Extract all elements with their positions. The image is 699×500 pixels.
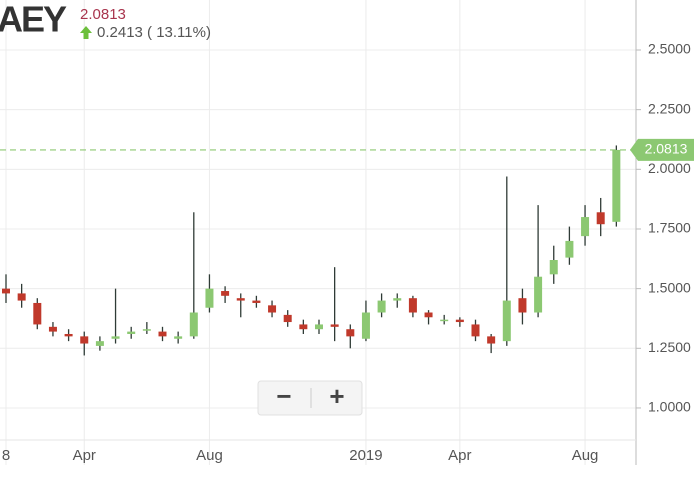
candle-body [534, 276, 543, 313]
candle-body [612, 149, 621, 222]
y-tick-label: 2.5000 [648, 41, 691, 57]
candle-body [174, 336, 183, 339]
symbol: AEY [0, 0, 67, 40]
candle-body [142, 329, 151, 331]
y-tick-label: 1.2500 [648, 339, 691, 355]
candle-body [299, 324, 308, 330]
zoom-in-button[interactable]: + [329, 381, 344, 411]
last-price: 2.0813 [80, 6, 126, 23]
candles [2, 145, 621, 356]
candle-body [518, 298, 527, 313]
candle-body [189, 312, 198, 337]
candle-body [408, 298, 417, 313]
candle-body [565, 240, 574, 258]
candle-body [33, 302, 42, 325]
zoom-control: − + [257, 380, 363, 416]
candle-body [221, 291, 230, 296]
candle-body [205, 288, 214, 308]
candle-body [424, 312, 433, 318]
candle-body [252, 300, 261, 303]
y-tick-label: 1.5000 [648, 279, 691, 295]
candle-body [95, 341, 104, 346]
candle-body [502, 300, 511, 342]
x-tick-label: Aug [572, 447, 599, 464]
candle-body [487, 336, 496, 344]
candle-body [315, 324, 323, 330]
candle-body [268, 305, 277, 313]
candle-body [596, 212, 605, 225]
candle-body [236, 298, 245, 301]
candle-body [283, 314, 292, 323]
candle-body [393, 298, 402, 301]
candle-body [80, 336, 89, 344]
x-tick-label: Apr [73, 447, 96, 464]
candle-body [48, 326, 57, 332]
candle-body [127, 331, 136, 334]
candle-body [471, 324, 480, 337]
up-arrow [80, 26, 92, 39]
candle-body [158, 331, 167, 337]
candle-body [2, 288, 10, 294]
candle-body [111, 336, 120, 339]
x-tick-label: Apr [448, 447, 471, 464]
y-tick-label: 1.0000 [648, 399, 691, 415]
x-tick-label: 8 [2, 447, 10, 464]
candle-body [330, 324, 339, 327]
candle-body [455, 319, 464, 323]
y-tick-label: 1.7500 [648, 220, 691, 236]
price-tag [630, 138, 694, 161]
y-tick-label: 2.2500 [648, 100, 691, 116]
candle-body [549, 260, 558, 275]
candle-body [361, 312, 370, 339]
price-change: 0.2413 ( 13.11%) [97, 24, 211, 41]
zoom-out-button[interactable]: − [276, 381, 291, 411]
candle-body [17, 293, 26, 301]
candle-body [581, 217, 590, 237]
candle-body [64, 333, 73, 337]
x-tick-label: Aug [196, 447, 223, 464]
zoom-panel [257, 380, 363, 416]
candle-body [346, 329, 355, 337]
price-tag-label: 2.0813 [645, 141, 688, 157]
y-tick-label: 2.0000 [648, 160, 691, 176]
x-tick-label: 2019 [349, 447, 382, 464]
candle-body [440, 319, 449, 322]
candle-body [377, 300, 386, 313]
